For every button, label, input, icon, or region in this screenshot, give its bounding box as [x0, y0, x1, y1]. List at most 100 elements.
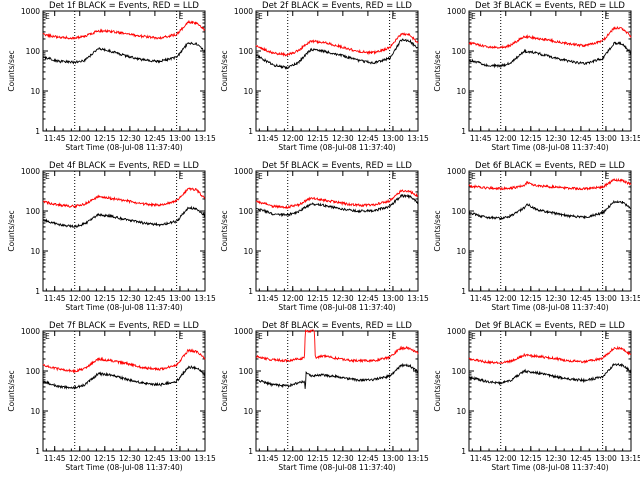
corner-label-right: E — [392, 332, 397, 341]
x-tick-label: 11:45 — [257, 454, 279, 463]
panel-9: Det 9f BLACK = Events, RED = LLD 1 10 100 10… — [433, 321, 640, 472]
x-tick-label: 12:45 — [357, 454, 379, 463]
x-tick-label: 11:45 — [257, 294, 279, 303]
corner-label-right: E — [605, 12, 610, 21]
y-tick-label: 1000 — [21, 327, 40, 336]
x-tick-label: 12:45 — [570, 134, 592, 143]
x-tick-label: 11:45 — [44, 454, 66, 463]
x-tick-label: 12:45 — [144, 294, 166, 303]
y-axis-label: Counts/sec — [7, 50, 16, 91]
x-tick-label: 12:30 — [332, 454, 354, 463]
x-tick-label: 12:45 — [357, 294, 379, 303]
x-tick-label: 13:00 — [382, 134, 404, 143]
x-tick-label: 12:45 — [144, 134, 166, 143]
x-tick-label: 11:45 — [257, 134, 279, 143]
y-tick-label: 1 — [35, 287, 40, 296]
corner-label-right: E — [179, 172, 184, 181]
x-tick-label: 11:45 — [44, 294, 66, 303]
x-tick-label: 12:15 — [94, 134, 116, 143]
y-tick-label: 10 — [456, 87, 466, 96]
plot-frame — [255, 330, 419, 452]
panel-title: Det 1f BLACK = Events, RED = LLD — [49, 1, 199, 11]
series-lld-line — [255, 328, 419, 364]
x-tick-label: 13:00 — [169, 294, 191, 303]
x-axis-label: Start Time (08-Jul-08 11:37:40) — [278, 303, 395, 312]
y-tick-label: 100 — [26, 367, 41, 376]
panel-4: Det 4f BLACK = Events, RED = LLD 1 10 100 10… — [7, 161, 216, 312]
corner-label-right: E — [392, 172, 397, 181]
y-tick-label: 1 — [461, 447, 466, 456]
x-tick-label: 12:00 — [69, 294, 91, 303]
x-tick-label: 12:30 — [119, 454, 141, 463]
x-tick-label: 13:00 — [169, 134, 191, 143]
x-axis-label: Start Time (08-Jul-08 11:37:40) — [65, 303, 182, 312]
panel-title: Det 3f BLACK = Events, RED = LLD — [475, 1, 625, 11]
x-tick-label: 12:45 — [570, 454, 592, 463]
x-axis-label: Start Time (08-Jul-08 11:37:40) — [278, 463, 395, 472]
plot-frame — [468, 10, 632, 132]
x-axis-label: Start Time (08-Jul-08 11:37:40) — [491, 303, 608, 312]
x-tick-label: 12:45 — [357, 134, 379, 143]
plot-frame — [255, 170, 419, 292]
panel-title: Det 4f BLACK = Events, RED = LLD — [49, 161, 199, 171]
x-tick-label: 12:00 — [69, 134, 91, 143]
series-lld-line — [42, 20, 206, 41]
x-tick-label: 12:15 — [94, 454, 116, 463]
x-tick-label: 12:00 — [495, 454, 517, 463]
y-tick-label: 1000 — [447, 167, 466, 176]
x-tick-label: 13:15 — [407, 454, 429, 463]
panel-2: Det 2f BLACK = Events, RED = LLD 1 10 100 10… — [220, 1, 429, 152]
series-events-line — [468, 199, 632, 221]
x-tick-label: 12:00 — [495, 294, 517, 303]
panel-title: Det 5f BLACK = Events, RED = LLD — [262, 161, 412, 171]
corner-label-right: E — [605, 332, 610, 341]
series-events-line — [255, 38, 419, 70]
y-tick-label: 1000 — [447, 327, 466, 336]
x-tick-label: 12:00 — [282, 294, 304, 303]
panel-7: Det 7f BLACK = Events, RED = LLD 1 10 100 10… — [7, 321, 216, 472]
y-axis-label: Counts/sec — [220, 370, 229, 411]
panel-title: Det 6f BLACK = Events, RED = LLD — [475, 161, 625, 171]
y-tick-label: 10 — [243, 407, 253, 416]
x-tick-label: 12:00 — [282, 134, 304, 143]
x-tick-label: 12:30 — [119, 294, 141, 303]
series-events-line — [256, 193, 419, 218]
x-tick-label: 12:15 — [520, 134, 542, 143]
series-events-line — [468, 41, 632, 69]
plot-frame — [468, 330, 632, 452]
x-tick-label: 12:00 — [69, 454, 91, 463]
corner-label-left: E — [471, 172, 476, 181]
x-tick-label: 13:00 — [382, 454, 404, 463]
series-lld-line — [468, 345, 632, 365]
corner-label-left: E — [258, 12, 263, 21]
x-tick-label: 13:00 — [595, 294, 617, 303]
panel-title: Det 8f BLACK = Events, RED = LLD — [262, 321, 412, 331]
x-tick-label: 13:00 — [595, 454, 617, 463]
corner-label-left: E — [471, 332, 476, 341]
corner-label-left: E — [45, 12, 50, 21]
x-tick-label: 12:15 — [520, 294, 542, 303]
panel-3: Det 3f BLACK = Events, RED = LLD 1 10 100 10… — [433, 1, 640, 152]
x-tick-label: 12:00 — [282, 454, 304, 463]
x-tick-label: 13:15 — [620, 294, 640, 303]
y-tick-label: 10 — [30, 87, 40, 96]
plot-frame — [255, 10, 419, 132]
y-tick-label: 1000 — [21, 7, 40, 16]
y-tick-label: 1000 — [21, 167, 40, 176]
x-tick-label: 12:30 — [119, 134, 141, 143]
plot-frame — [42, 330, 206, 452]
corner-label-left: E — [258, 332, 263, 341]
series-lld-line — [255, 32, 419, 58]
x-tick-label: 12:15 — [307, 134, 329, 143]
y-tick-label: 1000 — [234, 7, 253, 16]
x-tick-label: 13:15 — [620, 454, 640, 463]
panel-title: Det 7f BLACK = Events, RED = LLD — [49, 321, 199, 331]
y-tick-label: 1000 — [234, 327, 253, 336]
corner-label-right: E — [179, 12, 184, 21]
y-tick-label: 10 — [30, 407, 40, 416]
x-axis-label: Start Time (08-Jul-08 11:37:40) — [65, 143, 182, 152]
series-events-line — [255, 362, 419, 389]
y-axis-label: Counts/sec — [433, 210, 442, 251]
x-tick-label: 13:15 — [194, 134, 216, 143]
